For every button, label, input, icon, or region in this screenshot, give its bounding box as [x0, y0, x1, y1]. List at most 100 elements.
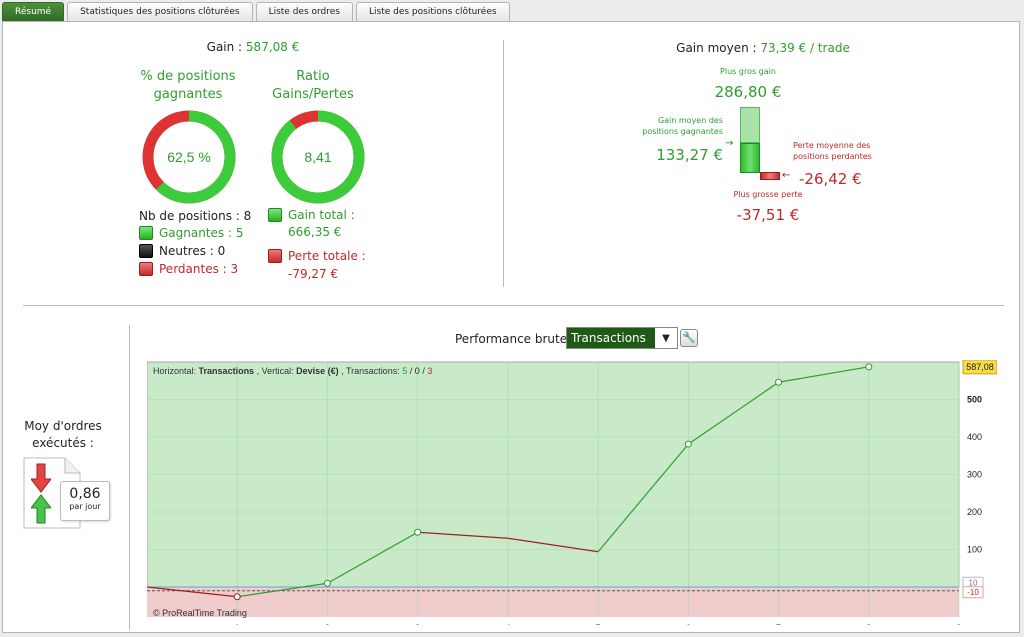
chart-y-tick-label: 200 — [967, 507, 982, 517]
info-prefix: Horizontal: — [153, 366, 196, 376]
ratio-title-line1: Ratio — [296, 69, 330, 84]
chart-x-tick-label: 8 — [866, 623, 871, 625]
avg-gain-winning-label-1: Gain moyen des — [657, 116, 723, 125]
max-gain-label: Plus gros gain — [720, 67, 776, 76]
info-neutral: 0 — [415, 366, 420, 376]
avg-gain-winning-label: Gain moyen des positions gagnantes — [623, 115, 723, 137]
ratio-title: Ratio Gains/Pertes — [253, 68, 373, 104]
avg-loss-bar — [760, 172, 780, 180]
chart-x-tick-label: 4 — [505, 623, 510, 625]
avg-gain-winning-label-2: positions gagnantes — [642, 127, 723, 136]
chart-x-tick-label: 7 — [776, 623, 781, 625]
chart-data-point — [865, 363, 873, 371]
arrow-right-icon: → — [725, 138, 734, 149]
chart-loss-area — [147, 587, 959, 617]
ratio-donut: 8,41 — [271, 110, 365, 204]
tab-closed-positions-list[interactable]: Liste des positions clôturées — [355, 2, 510, 21]
avg-gain-winning-value: 133,27 € — [656, 146, 723, 164]
gain-total-value: 666,35 € — [288, 225, 342, 239]
legend-neutres: Neutres : 0 — [139, 244, 225, 258]
neutres-text: Neutres : 0 — [159, 244, 226, 258]
chart-x-tick-label: 1 — [235, 623, 240, 625]
chart-level-label-upper: 10 — [969, 578, 978, 587]
legend-gain-total: Gain total : — [268, 208, 355, 222]
avg-gain-value: 73,39 € / trade — [760, 41, 850, 55]
chart-series-segment — [147, 586, 238, 598]
avg-gain-title: Gain moyen : 73,39 € / trade — [643, 41, 883, 55]
avg-gain-bar — [740, 143, 760, 173]
black-square-icon — [139, 244, 153, 258]
avg-loss-label-2: positions perdantes — [793, 152, 872, 161]
ratio-donut-arc — [271, 110, 365, 204]
gain-value: 587,08 € — [245, 40, 300, 54]
info-mid: , Vertical: — [257, 366, 294, 376]
performance-select[interactable]: Transactions ▼ — [566, 327, 678, 349]
chart-x-tick-label: 3 — [415, 623, 420, 625]
win-pct-donut-arc — [142, 110, 236, 204]
chart-y-tick-label: 300 — [967, 470, 982, 480]
info-horizontal: Transactions — [199, 366, 255, 376]
section-divider-vertical — [503, 40, 504, 287]
red-square-icon — [139, 262, 153, 276]
chart-series-segment — [778, 366, 869, 383]
chart-series-segment — [327, 531, 418, 584]
chart-series-segment — [507, 537, 599, 553]
chart-x-tick-label: 5 — [596, 623, 601, 625]
avg-loss-value: -26,42 € — [799, 170, 862, 188]
gagnantes-text: Gagnantes : 5 — [159, 226, 244, 240]
avg-orders-label: Moy d'ordres exécutés : — [13, 418, 113, 452]
win-pct-title-line1: % de positions — [140, 69, 236, 84]
arrow-up-green-icon — [31, 494, 51, 524]
green-square-icon — [268, 208, 282, 222]
legend-gagnantes: Gagnantes : 5 — [139, 226, 243, 240]
chart-x-tick-label: 2 — [325, 623, 330, 625]
arrow-left-icon: ← — [782, 170, 791, 181]
arrow-down-red-icon — [31, 463, 51, 493]
orders-per-day-box: 0,86 par jour — [60, 481, 110, 521]
nb-positions-text: Nb de positions : 8 — [139, 209, 252, 223]
section-divider-horizontal — [23, 305, 1004, 306]
orders-per-day-value: 0,86 — [69, 486, 101, 502]
info-transactions: , Transactions: — [341, 366, 400, 376]
chart-x-tick-label: 9 — [956, 623, 961, 625]
chart-series-segment — [597, 443, 689, 553]
ratio-title-line2: Gains/Pertes — [272, 87, 354, 102]
legend-perdantes: Perdantes : 3 — [139, 262, 238, 276]
chart-y-tick-label: 500 — [967, 395, 982, 405]
nb-positions: Nb de positions : 8 — [139, 209, 251, 223]
avg-orders-label-2: exécutés : — [32, 436, 94, 450]
chevron-down-icon[interactable]: ▼ — [662, 332, 670, 344]
chart-data-point — [684, 440, 692, 448]
chart-x-tick-label: 6 — [686, 623, 691, 625]
chart-series-segment — [417, 531, 508, 539]
perte-totale-value: -79,27 € — [288, 267, 339, 281]
wrench-icon[interactable]: 🔧 — [680, 329, 698, 347]
red-square-icon — [268, 249, 282, 263]
chart-grid — [147, 362, 960, 617]
avg-loss-label-1: Perte moyenne des — [793, 141, 871, 150]
performance-label: Performance brute — [455, 332, 568, 346]
tab-orders-list[interactable]: Liste des ordres — [255, 2, 353, 21]
chart-level-label-lower: -10 — [967, 588, 979, 597]
orders-per-day-unit: par jour — [69, 502, 101, 511]
legend-perte-totale: Perte totale : — [268, 249, 366, 263]
max-gain-value: 286,80 € — [714, 83, 782, 101]
chart-x-ticks: 1 2 3 4 5 6 7 8 9 — [235, 623, 962, 625]
avg-orders-label-1: Moy d'ordres — [24, 419, 102, 433]
max-loss-label: Plus grosse perte — [733, 190, 803, 199]
tab-resume[interactable]: Résumé — [2, 2, 65, 21]
chart-data-point — [233, 593, 241, 601]
gain-total-label: Gain total : — [288, 208, 355, 222]
bottom-divider-vertical — [129, 325, 130, 630]
chart-y-tick-label: 100 — [967, 545, 982, 555]
tab-stats-closed-positions[interactable]: Statistiques des positions clôturées — [67, 2, 253, 21]
chart-last-value-label: 587,08 — [962, 360, 997, 375]
win-pct-donut: 62,5 % — [142, 110, 236, 204]
win-pct-value: 62,5 % — [167, 149, 211, 165]
chart-data-point — [414, 528, 422, 536]
chart-series-segment — [237, 582, 328, 598]
chart-last-value-text: 587,08 — [966, 362, 994, 372]
chart-series-segments — [147, 366, 869, 598]
avg-gain-label: Gain moyen : — [676, 41, 757, 55]
